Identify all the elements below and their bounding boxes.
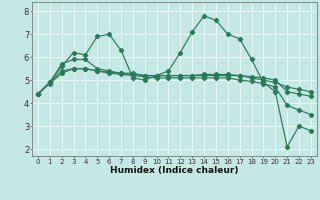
X-axis label: Humidex (Indice chaleur): Humidex (Indice chaleur) — [110, 166, 239, 175]
